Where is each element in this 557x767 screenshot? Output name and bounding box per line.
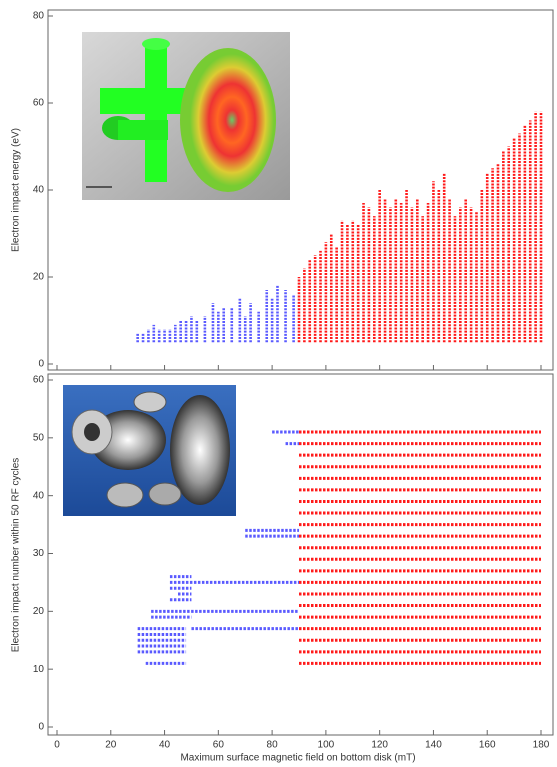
- x-tick-label: 120: [371, 740, 388, 751]
- x-tick-label: 80: [267, 740, 279, 751]
- y-tick-label: 50: [33, 432, 45, 443]
- x-tick-label: 140: [425, 740, 442, 751]
- y-tick-label: 20: [33, 272, 45, 283]
- y-tick-label: 40: [33, 490, 45, 501]
- x-axis-title: Maximum surface magnetic field on bottom…: [180, 753, 415, 764]
- y-tick-label: 60: [33, 98, 45, 109]
- y-tick-label: 40: [33, 185, 45, 196]
- x-tick-label: 40: [159, 740, 171, 751]
- x-tick-label: 100: [318, 740, 335, 751]
- y-tick-label: 0: [38, 359, 44, 370]
- bottom-frame: [47, 373, 554, 736]
- x-tick-label: 160: [479, 740, 496, 751]
- x-tick-label: 20: [105, 740, 117, 751]
- y-tick-label: 20: [33, 606, 45, 617]
- y-tick-label: 60: [33, 375, 45, 386]
- x-tick-label: 180: [533, 740, 550, 751]
- y-tick-label: 80: [33, 11, 45, 22]
- y-tick-label: 30: [33, 548, 45, 559]
- x-tick-label: 60: [213, 740, 225, 751]
- inset-simulation-image: [82, 32, 290, 200]
- plots: 0 20 40 60 80 0 10 20 30 40 50 60 0 20 40 60 80 100 120 140…: [33, 11, 550, 751]
- y-tick-label: 0: [38, 722, 44, 733]
- y-axis-title: Electron impact number within 50 RF cycl…: [11, 458, 22, 653]
- inset-cavity-photo: [63, 385, 236, 516]
- y-axis-title: Electron impact energy (eV): [11, 128, 22, 252]
- y-tick-label: 10: [33, 664, 45, 675]
- x-tick-label: 0: [54, 740, 60, 751]
